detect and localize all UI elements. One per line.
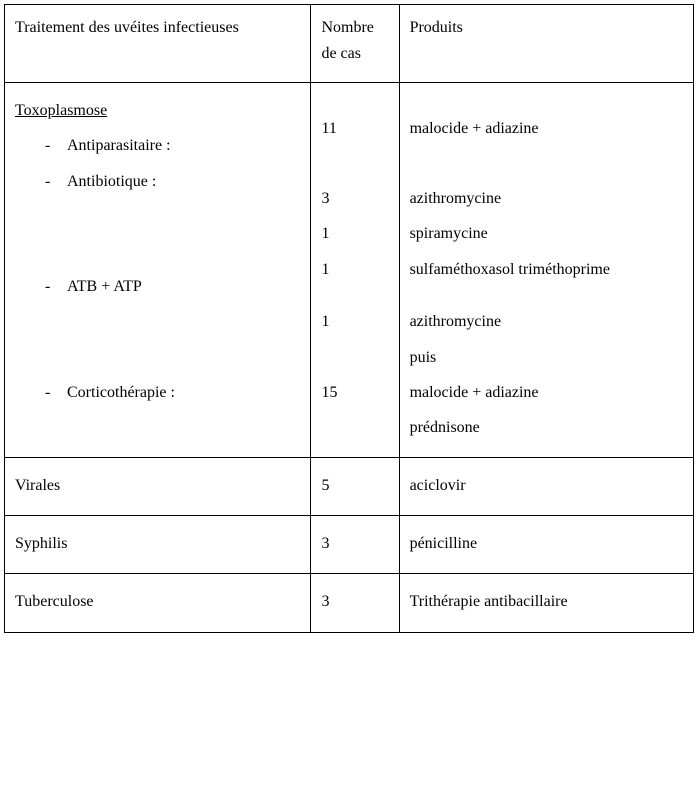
- uveites-table: Traitement des uvéites infectieuses Nomb…: [4, 4, 694, 633]
- toxo-n2: 3: [321, 181, 388, 216]
- virales-p: aciclovir: [410, 477, 466, 494]
- tuberculose-n: 3: [321, 593, 329, 610]
- virales-n-cell: 5: [311, 458, 399, 516]
- toxo-p5a: azithromycine: [410, 304, 683, 339]
- row-toxoplasmose: Toxoplasmose Antiparasitaire : Antibioti…: [5, 83, 694, 458]
- tuberculose-n-cell: 3: [311, 574, 399, 632]
- tuberculose-p: Trithérapie antibacillaire: [410, 593, 568, 610]
- virales-p-cell: aciclovir: [399, 458, 693, 516]
- row-syphilis: Syphilis 3 pénicilline: [5, 516, 694, 574]
- toxo-item-cortico: Corticothérapie :: [45, 375, 300, 410]
- syphilis-n: 3: [321, 535, 329, 552]
- syphilis-p: pénicilline: [410, 535, 478, 552]
- toxo-n6: 15: [321, 375, 388, 410]
- toxo-item-antibiotique: Antibiotique :: [45, 164, 300, 199]
- toxo-n4: 1: [321, 252, 388, 287]
- virales-n: 5: [321, 477, 329, 494]
- toxo-n1: 11: [321, 111, 388, 146]
- header-products-text: Produits: [410, 19, 463, 36]
- tuberculose-label: Tuberculose: [15, 593, 94, 610]
- toxo-item-atb-atp: ATB + ATP: [45, 269, 300, 304]
- header-treatment: Traitement des uvéites infectieuses: [5, 5, 311, 83]
- toxo-p4: sulfaméthoxasol triméthoprime: [410, 252, 683, 287]
- toxo-p5c: malocide + adiazine: [410, 375, 683, 410]
- virales-label: Virales: [15, 477, 60, 494]
- syphilis-label: Syphilis: [15, 535, 67, 552]
- syphilis-p-cell: pénicilline: [399, 516, 693, 574]
- cell-toxo-products: malocide + adiazine azithromycine spiram…: [399, 83, 693, 458]
- row-tuberculose: Tuberculose 3 Trithérapie antibacillaire: [5, 574, 694, 632]
- toxo-title: Toxoplasmose: [15, 102, 107, 119]
- row-virales: Virales 5 aciclovir: [5, 458, 694, 516]
- header-count-l1: Nombre: [321, 19, 373, 36]
- cell-toxo-treatment: Toxoplasmose Antiparasitaire : Antibioti…: [5, 83, 311, 458]
- cell-toxo-count: 11 3 1 1 1 15: [311, 83, 399, 458]
- header-treatment-text: Traitement des uvéites infectieuses: [15, 19, 239, 36]
- toxo-p5b: puis: [410, 340, 683, 375]
- table-header-row: Traitement des uvéites infectieuses Nomb…: [5, 5, 694, 83]
- tuberculose-label-cell: Tuberculose: [5, 574, 311, 632]
- header-count-l2: de cas: [321, 45, 361, 62]
- toxo-n5: 1: [321, 304, 388, 339]
- syphilis-label-cell: Syphilis: [5, 516, 311, 574]
- toxo-n3: 1: [321, 216, 388, 251]
- toxo-p3: spiramycine: [410, 216, 683, 251]
- toxo-p1: malocide + adiazine: [410, 111, 683, 146]
- header-count: Nombre de cas: [311, 5, 399, 83]
- virales-label-cell: Virales: [5, 458, 311, 516]
- syphilis-n-cell: 3: [311, 516, 399, 574]
- header-products: Produits: [399, 5, 693, 83]
- toxo-p2: azithromycine: [410, 181, 683, 216]
- toxo-item-antiparasitaire: Antiparasitaire :: [45, 128, 300, 163]
- toxo-p6: prédnisone: [410, 410, 683, 445]
- tuberculose-p-cell: Trithérapie antibacillaire: [399, 574, 693, 632]
